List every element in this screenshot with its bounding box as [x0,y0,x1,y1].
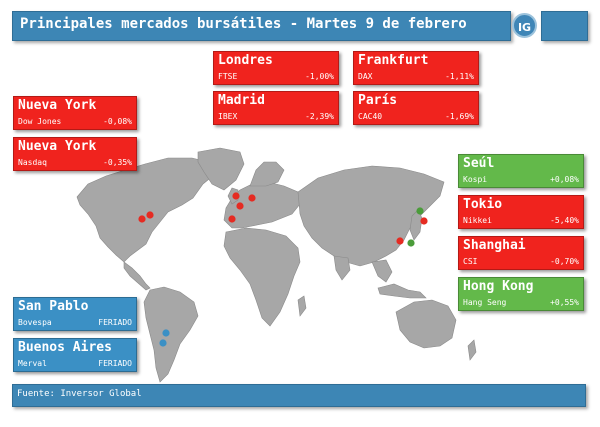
market-index: FTSE [218,72,238,81]
market-name: Buenos Aires [18,340,112,355]
market-name: Nueva York [18,139,97,154]
new-zealand [467,339,477,361]
market-change: -5,40% [550,216,579,225]
north-america [76,157,215,263]
market-change: +0,08% [550,175,579,184]
market-card-shanghai: Shanghai CSI -0,70% [458,236,584,270]
market-index: Merval [18,359,47,368]
market-name: Shanghai [463,238,526,253]
market-change: -0,70% [550,257,579,266]
page-title: Principales mercados bursátiles - Martes… [20,16,467,32]
market-card-hong-kong: Hong Kong Hang Seng +0,55% [458,277,584,311]
market-markers [138,192,428,347]
southeast-asia [371,259,393,283]
market-card-frankfurt: Frankfurt DAX -1,11% [353,51,479,85]
market-name: San Pablo [18,299,89,314]
market-name: Hong Kong [463,279,534,294]
market-change: -1,00% [305,72,334,81]
market-index: Nasdaq [18,158,47,167]
market-name: Frankfurt [358,53,429,68]
south-america [143,286,199,383]
marker-londres [232,192,240,200]
market-card-londres: Londres FTSE -1,00% [213,51,339,85]
market-index: Hang Seng [463,298,507,307]
market-index: Nikkei [463,216,492,225]
marker-frankfurt [248,194,256,202]
ig-logo: IG [512,13,537,38]
market-index: Bovespa [18,318,52,327]
market-name: París [358,93,398,108]
marker-tokio [420,217,428,225]
market-name: Londres [218,53,273,68]
marker-nueva-york-2 [146,211,154,219]
market-card-madrid: Madrid IBEX -2,39% [213,91,339,125]
indonesia [377,283,427,299]
asia [297,165,445,267]
market-card-tokio: Tokio Nikkei -5,40% [458,195,584,229]
market-index: CAC40 [358,112,383,121]
market-card-san-pablo: San Pablo Bovespa FERIADO [13,297,137,331]
market-change: -0,08% [103,117,132,126]
market-index: CSI [463,257,478,266]
market-card-nueva-york-nasdaq: Nueva York Nasdaq -0,35% [13,137,137,171]
marker-buenos-aires [159,339,167,347]
marker-madrid [228,215,236,223]
market-name: Nueva York [18,98,97,113]
market-change: FERIADO [98,318,132,327]
marker-hong-kong [407,239,415,247]
market-name: Seúl [463,156,495,171]
australia [395,299,457,349]
market-card-nueva-york-dow: Nueva York Dow Jones -0,08% [13,96,137,130]
market-change: -1,69% [445,112,474,121]
market-index: Dow Jones [18,117,62,126]
market-card-seul: Seúl Kospi +0,08% [458,154,584,188]
india [333,255,351,281]
central-america [123,261,151,291]
market-change: -2,39% [305,112,334,121]
logo-bar [541,11,588,41]
market-index: DAX [358,72,373,81]
footer-bar: Fuente: Inversor Global [12,384,586,407]
scandinavia [249,161,285,187]
market-card-paris: París CAC40 -1,69% [353,91,479,125]
marker-nueva-york [138,215,146,223]
market-index: IBEX [218,112,238,121]
market-change: +0,55% [550,298,579,307]
title-bar: Principales mercados bursátiles - Martes… [12,11,511,41]
market-card-buenos-aires: Buenos Aires Merval FERIADO [13,338,137,372]
market-change: FERIADO [98,359,132,368]
marker-shanghai [396,237,404,245]
market-name: Tokio [463,197,503,212]
marker-paris [236,202,244,210]
madagascar [297,295,307,317]
greenland [197,147,245,191]
market-change: -0,35% [103,158,132,167]
source-note: Fuente: Inversor Global [17,389,142,399]
market-index: Kospi [463,175,488,184]
africa [223,227,301,327]
marker-seul [416,207,424,215]
market-name: Madrid [218,93,265,108]
market-change: -1,11% [445,72,474,81]
marker-san-pablo [162,329,170,337]
